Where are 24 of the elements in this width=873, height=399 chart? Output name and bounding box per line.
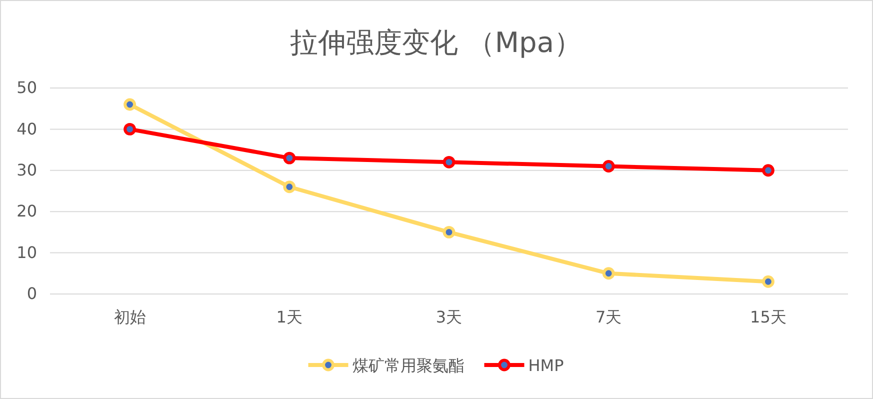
x-tick-label: 初始 bbox=[114, 308, 146, 327]
point bbox=[442, 226, 456, 238]
point bbox=[124, 98, 136, 111]
y-tick-label: 40 bbox=[16, 119, 37, 138]
y-tick-label: 50 bbox=[16, 78, 37, 98]
chart-title: 拉伸强度变化 （Mpa） bbox=[290, 26, 582, 59]
x-tick-label: 15天 bbox=[750, 308, 786, 327]
point bbox=[283, 180, 296, 194]
point bbox=[602, 267, 615, 280]
point bbox=[283, 152, 296, 164]
point bbox=[762, 275, 774, 288]
point bbox=[602, 160, 615, 172]
legend-label: 煤矿常用聚氨酯 bbox=[352, 356, 464, 375]
x-tick-label: 7天 bbox=[596, 308, 622, 327]
point bbox=[762, 164, 774, 177]
point bbox=[124, 122, 136, 136]
legend-label: HMP bbox=[528, 356, 564, 375]
y-tick-label: 0 bbox=[26, 284, 37, 304]
x-tick-label: 3天 bbox=[436, 308, 462, 327]
point bbox=[442, 156, 456, 168]
y-tick-label: 30 bbox=[16, 160, 37, 180]
x-tick-label: 1天 bbox=[276, 308, 302, 327]
y-tick-label: 20 bbox=[16, 202, 37, 221]
y-tick-label: 10 bbox=[16, 242, 37, 262]
